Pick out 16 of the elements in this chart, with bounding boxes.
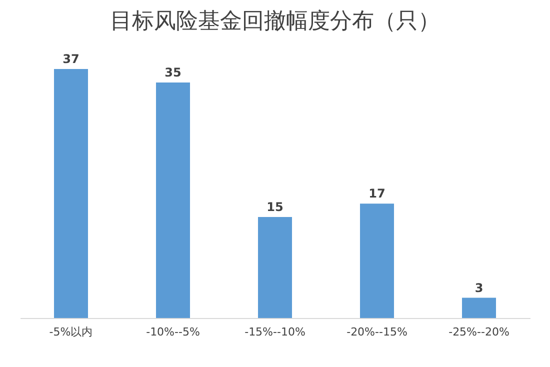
x-tick-label: -25%--20% xyxy=(448,326,510,338)
bar xyxy=(462,298,496,318)
x-tick-label: -10%--5% xyxy=(146,326,200,338)
x-tick-label: -20%--15% xyxy=(346,326,408,338)
bar xyxy=(54,69,88,318)
bar xyxy=(156,82,190,318)
chart-title: 目标风险基金回撤幅度分布（只） xyxy=(110,9,440,34)
data-label: 15 xyxy=(266,200,284,214)
x-tick-label: -5%以内 xyxy=(49,326,93,338)
bar xyxy=(360,204,394,318)
x-tick-label: -15%--10% xyxy=(244,326,306,338)
data-label: 35 xyxy=(164,65,182,80)
data-label: 3 xyxy=(474,280,484,295)
data-label: 17 xyxy=(368,186,386,201)
bar xyxy=(258,217,292,318)
data-label: 37 xyxy=(62,52,80,66)
